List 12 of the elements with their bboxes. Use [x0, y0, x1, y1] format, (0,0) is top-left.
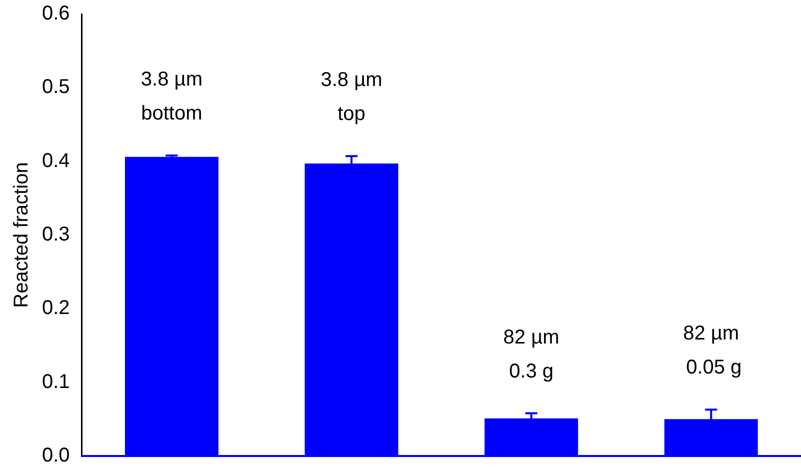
y-axis-title: Reacted fraction: [10, 162, 33, 308]
y-tick-label: 0.0: [42, 444, 70, 467]
y-tick-label: 0.3: [42, 224, 70, 246]
y-tick-label: 0.6: [42, 2, 70, 25]
x-tick-label: 3.8 µm bottom: [140, 68, 202, 124]
y-tick-label: 0.4: [42, 150, 70, 172]
x-tick-label: 82 µm 0.05 g: [680, 322, 742, 379]
y-tick-label: 0.5: [42, 76, 70, 98]
y-tick-label: 0.1: [42, 370, 70, 393]
x-tick-label: 82 µm 0.3 g: [503, 326, 560, 382]
x-tick-label: 3.8 µm top: [320, 69, 382, 126]
y-tick-label: 0.2: [42, 297, 70, 320]
